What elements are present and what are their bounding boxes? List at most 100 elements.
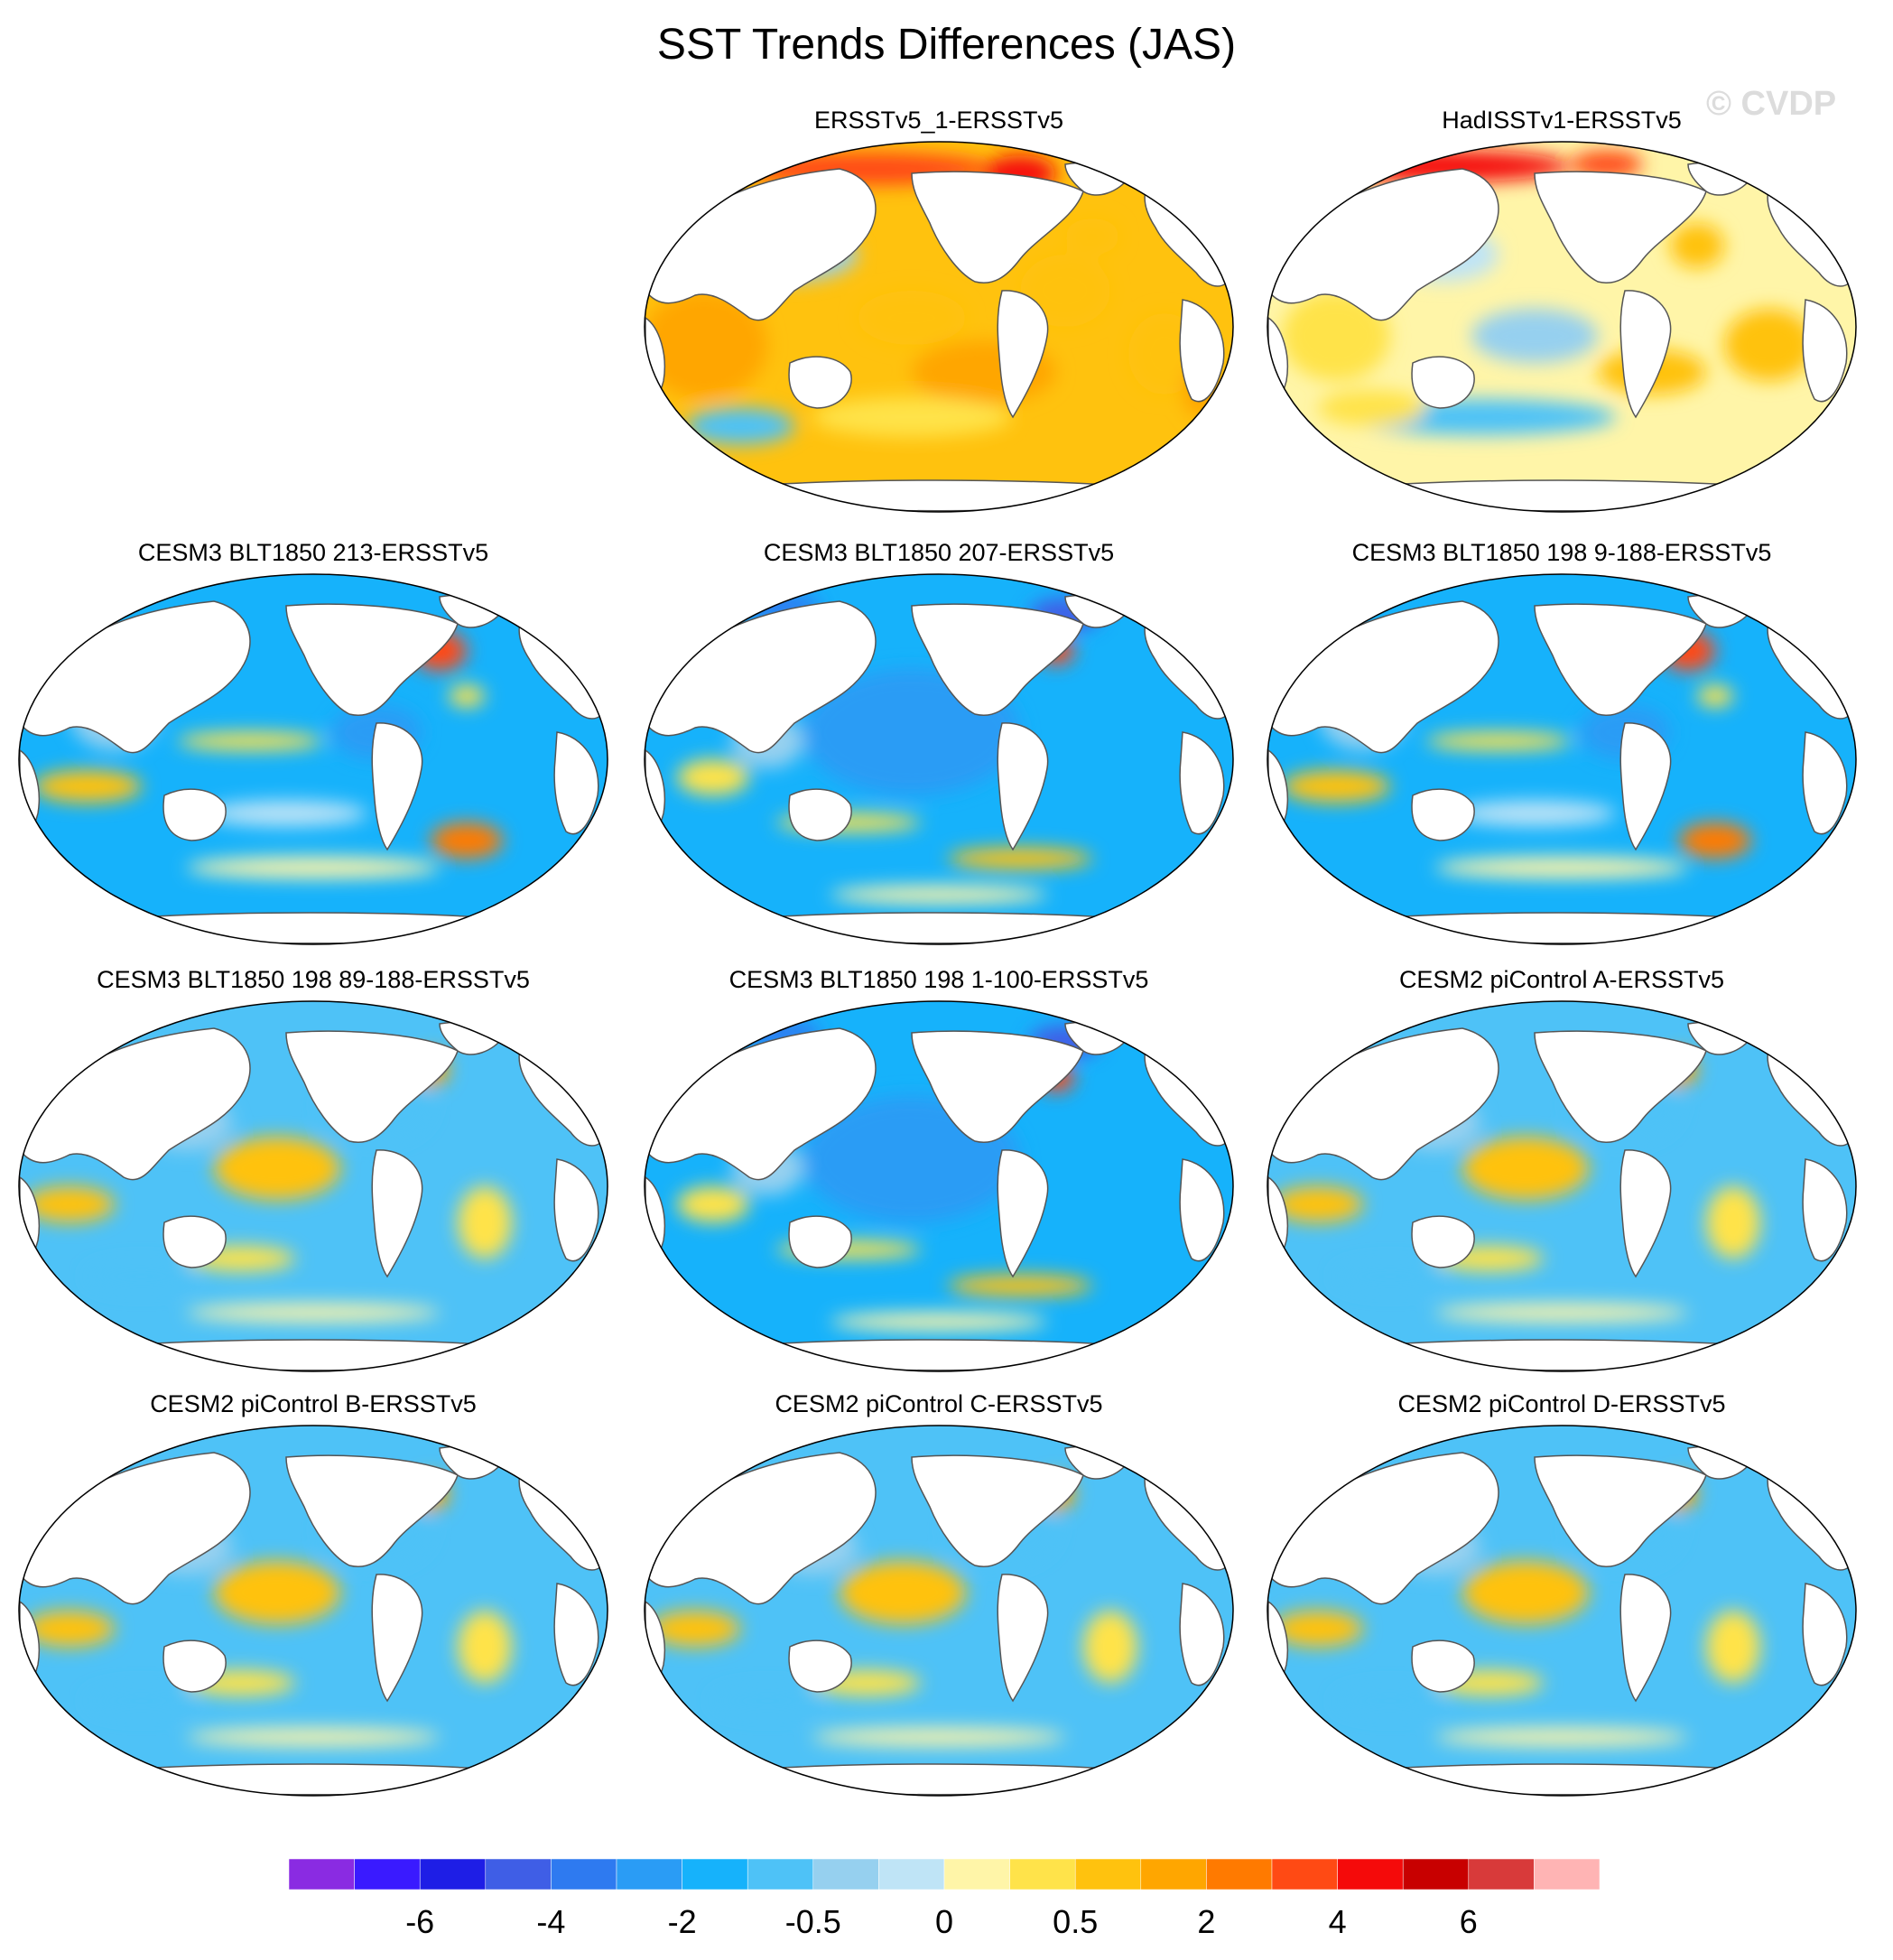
land-mass	[1411, 788, 1475, 841]
sst-anomaly-region	[1706, 1186, 1760, 1259]
map-panel: CESM2 piControl A-ERSSTv5	[1250, 966, 1873, 1390]
panel-title: CESM3 BLT1850 198 1-100-ERSSTv5	[728, 966, 1149, 993]
map-panel: CESM2 piControl B-ERSSTv5	[2, 1390, 625, 1815]
map-panel: CESM2 piControl D-ERSSTv5	[1250, 1390, 1873, 1815]
colorbar-swatch	[1140, 1859, 1207, 1890]
sst-anomaly-region	[645, 291, 767, 399]
land-mass	[788, 1640, 852, 1693]
colorbar-swatch	[747, 1859, 814, 1890]
colorbar-swatch	[812, 1859, 879, 1890]
colorbar-swatch	[1402, 1859, 1470, 1890]
land-mass	[674, 912, 1203, 944]
sst-anomaly-region	[948, 848, 1092, 869]
land-mass	[1802, 1583, 1848, 1686]
land-mass	[1619, 1574, 1672, 1703]
land-mass	[1267, 168, 1499, 321]
land-mass	[371, 722, 423, 851]
sst-anomaly-region	[840, 1561, 966, 1624]
land-mass	[371, 1574, 423, 1703]
colorbar-graphic: -6 -4 -2 -0.5 0 0.5 2 4 6	[289, 1859, 1600, 1940]
land-mass	[19, 600, 251, 754]
land-mass	[1297, 912, 1826, 944]
panel-title: CESM3 BLT1850 213-ERSSTv5	[137, 539, 489, 566]
map-border	[644, 573, 1234, 945]
panel-title: ERSSTv5_1-ERSSTv5	[813, 107, 1064, 134]
land-mass	[674, 479, 1203, 512]
sst-anomaly-region	[178, 732, 322, 750]
land-mass	[371, 1149, 423, 1278]
land-mass	[1267, 1027, 1499, 1181]
sst-anomaly-region	[24, 1611, 115, 1647]
map-border	[644, 1425, 1234, 1797]
map-panel: ERSSTv5_1-ERSSTv5	[627, 107, 1250, 531]
colorbar-swatch	[1534, 1859, 1600, 1890]
land-mass	[1179, 731, 1225, 835]
colorbar-swatch	[1206, 1859, 1273, 1890]
land-mass	[1179, 299, 1225, 403]
land-mass	[997, 1149, 1049, 1278]
sst-anomaly-region	[1273, 1611, 1363, 1647]
colorbar-label: -4	[536, 1903, 565, 1940]
map-panel: HadISSTv1-ERSSTv5	[1250, 107, 1873, 531]
panel-title: CESM3 BLT1850 198 89-188-ERSSTv5	[97, 966, 530, 993]
sst-anomaly-region	[1453, 801, 1616, 826]
land-mass	[1411, 1640, 1475, 1693]
sst-map	[1267, 1425, 1857, 1797]
colorbar-swatch	[1074, 1859, 1142, 1890]
map-border	[1267, 1425, 1857, 1797]
map-panel: CESM3 BLT1850 207-ERSSTv5	[627, 539, 1250, 963]
land-mass	[1297, 479, 1826, 512]
land-mass	[1297, 1763, 1826, 1796]
sst-map	[18, 1425, 608, 1797]
map-panel: CESM3 BLT1850 198 89-188-ERSSTv5	[2, 966, 625, 1390]
sst-anomaly-region	[1435, 1728, 1688, 1746]
colorbar-label: -0.5	[785, 1903, 841, 1940]
sst-anomaly-region	[1083, 1611, 1137, 1683]
land-mass	[1267, 600, 1499, 754]
land-mass	[645, 1452, 877, 1605]
sst-anomaly-region	[1273, 1186, 1363, 1222]
colorbar-swatch	[1009, 1859, 1076, 1890]
land-mass	[19, 1452, 251, 1605]
sst-anomaly-region	[831, 886, 1047, 904]
land-mass	[911, 1454, 1084, 1567]
land-mass	[997, 290, 1049, 419]
land-mass	[19, 1027, 251, 1181]
sst-anomaly-region	[812, 1728, 1065, 1746]
colorbar-swatch	[1271, 1859, 1338, 1890]
sst-anomaly-region	[449, 685, 485, 707]
sst-anomaly-region	[831, 1313, 1047, 1331]
land-mass	[1411, 356, 1475, 409]
land-mass	[1411, 1215, 1475, 1268]
map-panel: CESM3 BLT1850 213-ERSSTv5	[2, 539, 625, 963]
sst-anomaly-region	[458, 1611, 512, 1683]
land-mass	[285, 1030, 459, 1143]
colorbar-swatch	[289, 1859, 355, 1890]
land-mass	[285, 603, 459, 716]
map-border	[1267, 573, 1857, 945]
sst-anomaly-region	[650, 1611, 740, 1647]
map-panel: CESM3 BLT1850 198 9-188-ERSSTv5	[1250, 539, 1873, 963]
panel-title: CESM2 piControl A-ERSSTv5	[1398, 966, 1725, 993]
sst-anomaly-region	[1697, 685, 1733, 707]
colorbar-swatch	[485, 1859, 552, 1890]
land-mass	[1619, 1149, 1672, 1278]
land-mass	[49, 1763, 578, 1796]
land-mass	[162, 788, 227, 841]
panel-title: HadISSTv1-ERSSTv5	[1442, 107, 1682, 134]
cvdp-watermark: © CVDP	[1706, 85, 1837, 123]
colorbar-label: 0.5	[1053, 1903, 1098, 1940]
sst-anomaly-region	[1462, 1137, 1589, 1200]
sst-anomaly-region	[1435, 857, 1688, 878]
map-panel: CESM2 piControl C-ERSSTv5	[627, 1390, 1250, 1815]
sst-map	[18, 1000, 608, 1372]
sst-anomaly-region	[948, 1275, 1092, 1296]
sst-anomaly-region	[858, 291, 966, 345]
land-mass	[1297, 1339, 1826, 1371]
land-mass	[997, 722, 1049, 851]
sst-anomaly-region	[1724, 309, 1814, 381]
sst-anomaly-region	[713, 1687, 821, 1714]
land-mass	[553, 1583, 599, 1686]
map-border	[644, 1000, 1234, 1372]
panel-title: CESM2 piControl B-ERSSTv5	[150, 1390, 477, 1417]
